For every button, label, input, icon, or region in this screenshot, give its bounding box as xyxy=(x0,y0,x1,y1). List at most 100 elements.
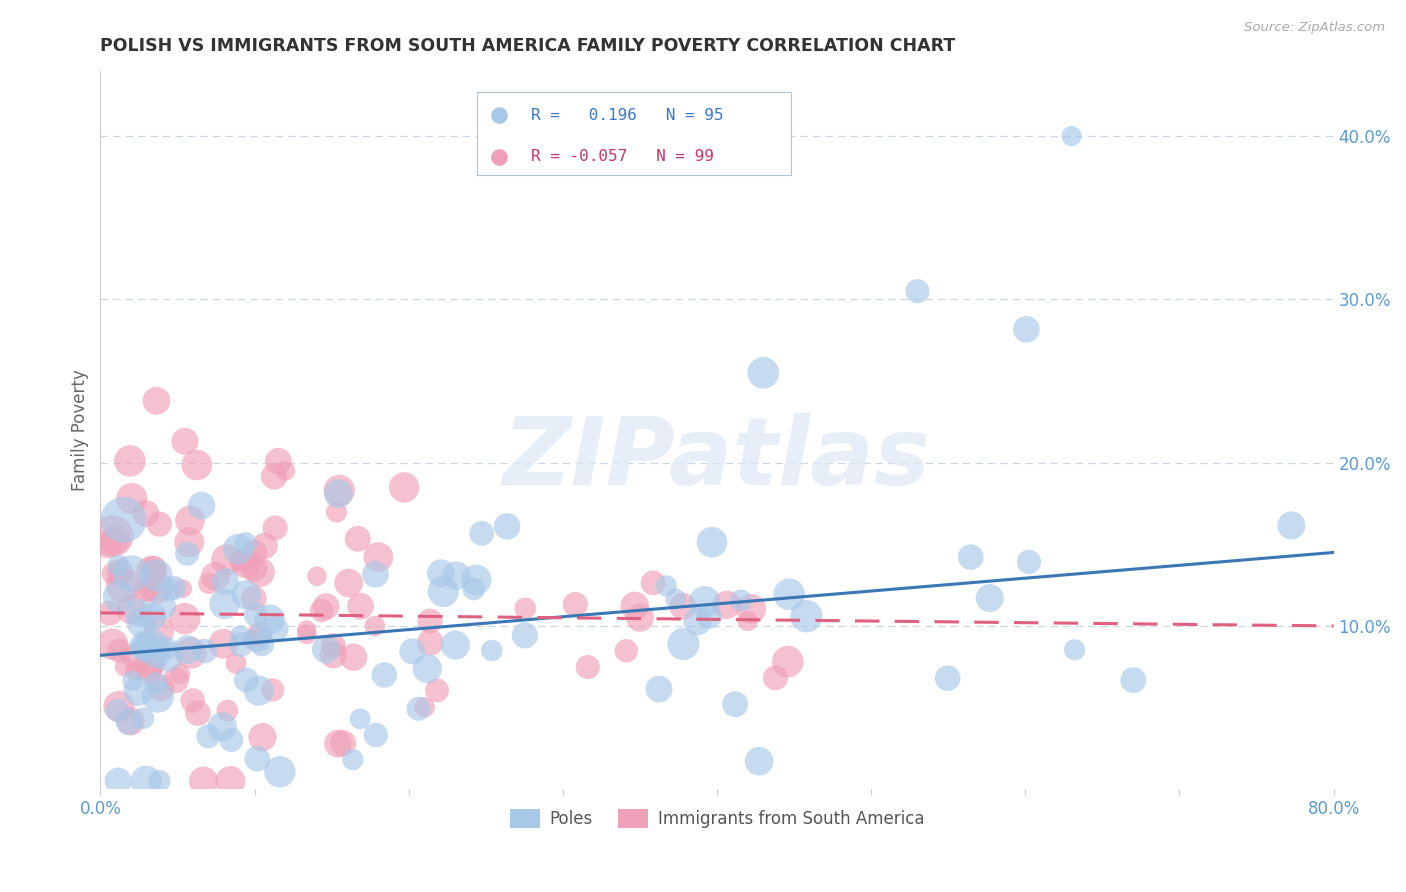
Point xyxy=(315,599,337,614)
Point xyxy=(135,639,157,653)
Point xyxy=(496,519,519,533)
Point xyxy=(157,582,180,597)
Point xyxy=(648,682,671,697)
Point xyxy=(724,697,747,711)
Point xyxy=(134,639,156,653)
Point xyxy=(101,566,124,581)
Point xyxy=(465,573,488,587)
Point xyxy=(426,683,449,698)
Point xyxy=(145,393,167,408)
Point xyxy=(364,619,387,633)
Point xyxy=(413,700,436,714)
Point xyxy=(332,736,354,750)
Point xyxy=(264,521,287,535)
Point xyxy=(740,602,762,616)
Point xyxy=(748,754,770,768)
Point xyxy=(778,587,800,601)
Point xyxy=(135,582,157,597)
Point xyxy=(148,624,170,638)
Point xyxy=(408,702,430,716)
Point xyxy=(1015,322,1038,336)
Point xyxy=(776,655,799,669)
Point xyxy=(419,614,441,628)
Point xyxy=(146,690,169,704)
Point xyxy=(328,483,350,498)
Point xyxy=(156,649,179,664)
Point xyxy=(305,569,328,583)
Point xyxy=(235,588,257,602)
Point xyxy=(513,628,536,642)
Point xyxy=(247,683,270,698)
Point xyxy=(416,662,439,676)
Text: ZIPatlas: ZIPatlas xyxy=(503,413,931,505)
Point xyxy=(149,681,172,695)
Point xyxy=(716,598,738,612)
Point xyxy=(1279,518,1302,533)
Point xyxy=(229,628,252,642)
Point xyxy=(253,539,276,553)
Point xyxy=(165,673,187,687)
Point xyxy=(118,454,141,468)
Point xyxy=(131,640,153,654)
Point xyxy=(471,526,494,541)
Point xyxy=(125,650,148,665)
Point xyxy=(145,645,167,659)
Legend: Poles, Immigrants from South America: Poles, Immigrants from South America xyxy=(503,803,931,835)
Point xyxy=(796,609,818,624)
Point xyxy=(342,650,364,665)
Point xyxy=(198,576,221,591)
Point xyxy=(132,711,155,725)
Point xyxy=(337,576,360,591)
Point xyxy=(152,599,174,614)
Point xyxy=(98,606,121,620)
Point xyxy=(121,491,143,506)
Point xyxy=(135,774,157,789)
Point xyxy=(249,565,271,579)
Point xyxy=(173,611,195,625)
Point xyxy=(217,704,239,718)
Point xyxy=(225,657,247,671)
Point xyxy=(179,514,201,528)
Point xyxy=(177,642,200,657)
Point xyxy=(129,615,152,630)
Point xyxy=(401,644,423,658)
Point xyxy=(364,728,387,742)
Point xyxy=(697,609,720,624)
Point xyxy=(172,582,194,596)
Point xyxy=(101,529,124,543)
Point xyxy=(564,598,586,612)
Point xyxy=(665,592,688,607)
Point xyxy=(107,558,129,573)
Point xyxy=(136,662,159,676)
Point xyxy=(193,774,215,789)
Point xyxy=(235,536,257,550)
Point xyxy=(148,517,170,532)
Point xyxy=(1063,643,1085,657)
Point xyxy=(346,532,368,546)
Point xyxy=(672,637,695,651)
Point xyxy=(229,638,252,652)
Point xyxy=(373,668,395,682)
Point xyxy=(155,640,177,655)
Point xyxy=(187,706,209,720)
Point xyxy=(672,599,695,614)
Point xyxy=(211,720,233,734)
Point xyxy=(765,671,787,685)
Point xyxy=(959,550,981,565)
Y-axis label: Family Poverty: Family Poverty xyxy=(72,369,89,491)
Point xyxy=(936,671,959,685)
Point xyxy=(108,643,131,657)
Point xyxy=(112,578,135,592)
Point xyxy=(430,566,453,581)
Point xyxy=(623,599,645,613)
Point xyxy=(349,599,371,614)
Point xyxy=(97,538,120,552)
Text: Source: ZipAtlas.com: Source: ZipAtlas.com xyxy=(1244,21,1385,34)
Point xyxy=(242,561,264,575)
Point xyxy=(295,627,318,641)
Point xyxy=(226,542,249,557)
Point xyxy=(311,603,333,617)
Point xyxy=(231,554,253,568)
Point xyxy=(444,638,467,652)
Point xyxy=(737,614,759,628)
